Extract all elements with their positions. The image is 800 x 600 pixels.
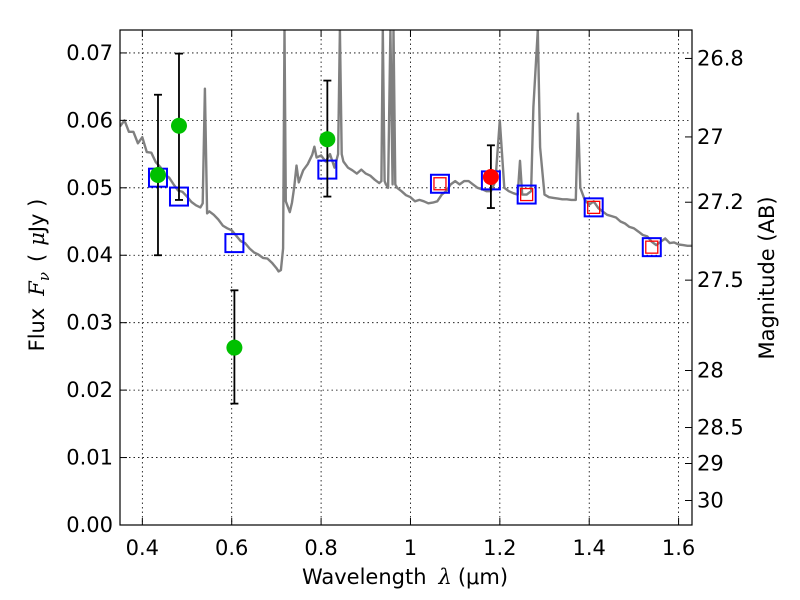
x-tick-label: 0.6 [215,536,248,560]
y-tick-label: 0.01 [66,446,113,470]
blue-square-marker [641,237,662,258]
mag-tick-label: 27.2 [697,190,744,214]
red-square-marker [520,187,534,202]
x-tick-label: 1.6 [662,536,695,560]
y-tick-label: 0.00 [66,513,113,537]
grid [120,30,692,525]
y-tick-label: 0.04 [66,243,113,267]
blue-square-marker [583,197,604,218]
x-tick-label: 1.2 [483,536,516,560]
y-tick-label: 0.02 [66,378,113,402]
x-tick-label: 1 [404,536,417,560]
red-square-marker [645,240,659,254]
y-tick-label: 0.07 [66,41,113,65]
mag-tick-label: 27 [697,125,724,149]
blue-square-marker [429,173,450,194]
series-layer [120,30,692,405]
mag-tick-label: 30 [697,489,724,513]
y-tick-label: 0.03 [66,311,113,335]
red-square-marker [587,200,601,215]
x-tick-label: 1.4 [573,536,606,560]
spectrum-line [120,30,692,273]
y-axis-title: FluxFν(μJy ) [25,199,53,352]
x-tick-label: 0.8 [304,536,337,560]
x-axis-title: Wavelength λ (μm) [302,565,508,589]
blue-square-marker [224,233,245,254]
red-square-marker [433,177,447,191]
mag-tick-label: 28.5 [697,416,744,440]
mag-tick-label: 27.5 [697,268,744,292]
plot-frame [119,29,693,526]
mag-tick-label: 26.8 [697,46,744,70]
ticks: 0.4 0.6 0.8 1 1.2 1.4 1.6 0.00 0.01 0.02 0.03 0.04 0… [66,30,744,560]
y2-axis-title: Magnitude (AB) [755,196,779,359]
y-tick-label: 0.06 [66,108,113,132]
mag-tick-label: 28 [697,359,724,383]
data-point [482,169,499,186]
x-tick-label: 0.4 [126,536,159,560]
data-point [226,339,243,356]
data-point [149,166,166,183]
y-tick-label: 0.05 [66,176,113,200]
data-point [319,131,336,148]
blue-square-marker [516,184,537,205]
data-point [170,117,187,134]
mag-tick-label: 29 [697,451,724,475]
